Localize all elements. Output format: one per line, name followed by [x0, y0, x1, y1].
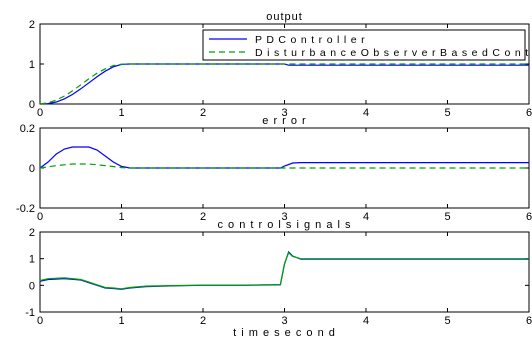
error-series-blue-line — [40, 146, 529, 169]
error-series-green-line — [40, 163, 529, 169]
output-xtick-label: 2 — [200, 107, 206, 119]
output-series-green-line — [40, 63, 529, 104]
error-xtick-label: 4 — [363, 211, 369, 223]
error-title: e r r o r — [262, 115, 306, 127]
error-xtick-label: 2 — [200, 211, 206, 223]
legend: P D C o n t r o l l e rD i s t u r b a n… — [202, 29, 532, 61]
error-xtick-label: 1 — [118, 211, 124, 223]
error-xtick-label: 6 — [526, 211, 532, 223]
x-axis-label: t i m e s e c o n d — [233, 327, 336, 339]
output-xtick-label: 5 — [444, 107, 450, 119]
control-series-green-line — [40, 251, 529, 290]
control-xtick-label: 0 — [37, 315, 43, 327]
error-ytick-label: -0.2 — [16, 203, 35, 215]
control-ytick-label: -1 — [25, 307, 35, 319]
error-xtick-label: 3 — [281, 211, 287, 223]
legend-label-pd: P D C o n t r o l l e r — [255, 34, 365, 46]
output-xtick-label: 6 — [526, 107, 532, 119]
error-xtick-label: 0 — [37, 211, 43, 223]
control-ytick-label: 0 — [29, 280, 35, 292]
output-ytick-label: 1 — [29, 59, 35, 71]
output-ytick-label: 2 — [29, 19, 35, 31]
control-xtick-label: 3 — [281, 315, 287, 327]
output-series-blue-line — [40, 63, 529, 104]
control-xtick-label: 2 — [200, 315, 206, 327]
legend-label-dob: D i s t u r b a n c e O b s e r v e r B … — [255, 47, 532, 59]
output-xtick-label: 3 — [281, 107, 287, 119]
error-ytick-label: 0.2 — [20, 123, 35, 135]
control-ytick-label: 2 — [29, 227, 35, 239]
control-title: c o n t r o l s i g n a l s — [218, 219, 352, 231]
error-ytick-label: 0 — [29, 163, 35, 175]
control-axes-box — [39, 231, 530, 313]
control-xtick-label: 6 — [526, 315, 532, 327]
control-ytick-label: 1 — [29, 254, 35, 266]
error-xtick-label: 5 — [444, 211, 450, 223]
output-xtick-label: 1 — [118, 107, 124, 119]
error-panel: 0 1 2 3 4 5 6-0.200.2e r r o r — [16, 115, 532, 223]
control-xtick-label: 1 — [118, 315, 124, 327]
output-ytick-label: 0 — [29, 99, 35, 111]
control-xtick-label: 5 — [444, 315, 450, 327]
output-xtick-label: 0 — [37, 107, 43, 119]
control-xtick-label: 4 — [363, 315, 369, 327]
output-panel: 0 1 2 3 4 5 6 0 1 2 output P D C o n t r o l l e rD… — [29, 11, 532, 119]
output-title: output — [266, 11, 303, 23]
output-xtick-label: 4 — [363, 107, 369, 119]
legend-box — [202, 29, 526, 61]
